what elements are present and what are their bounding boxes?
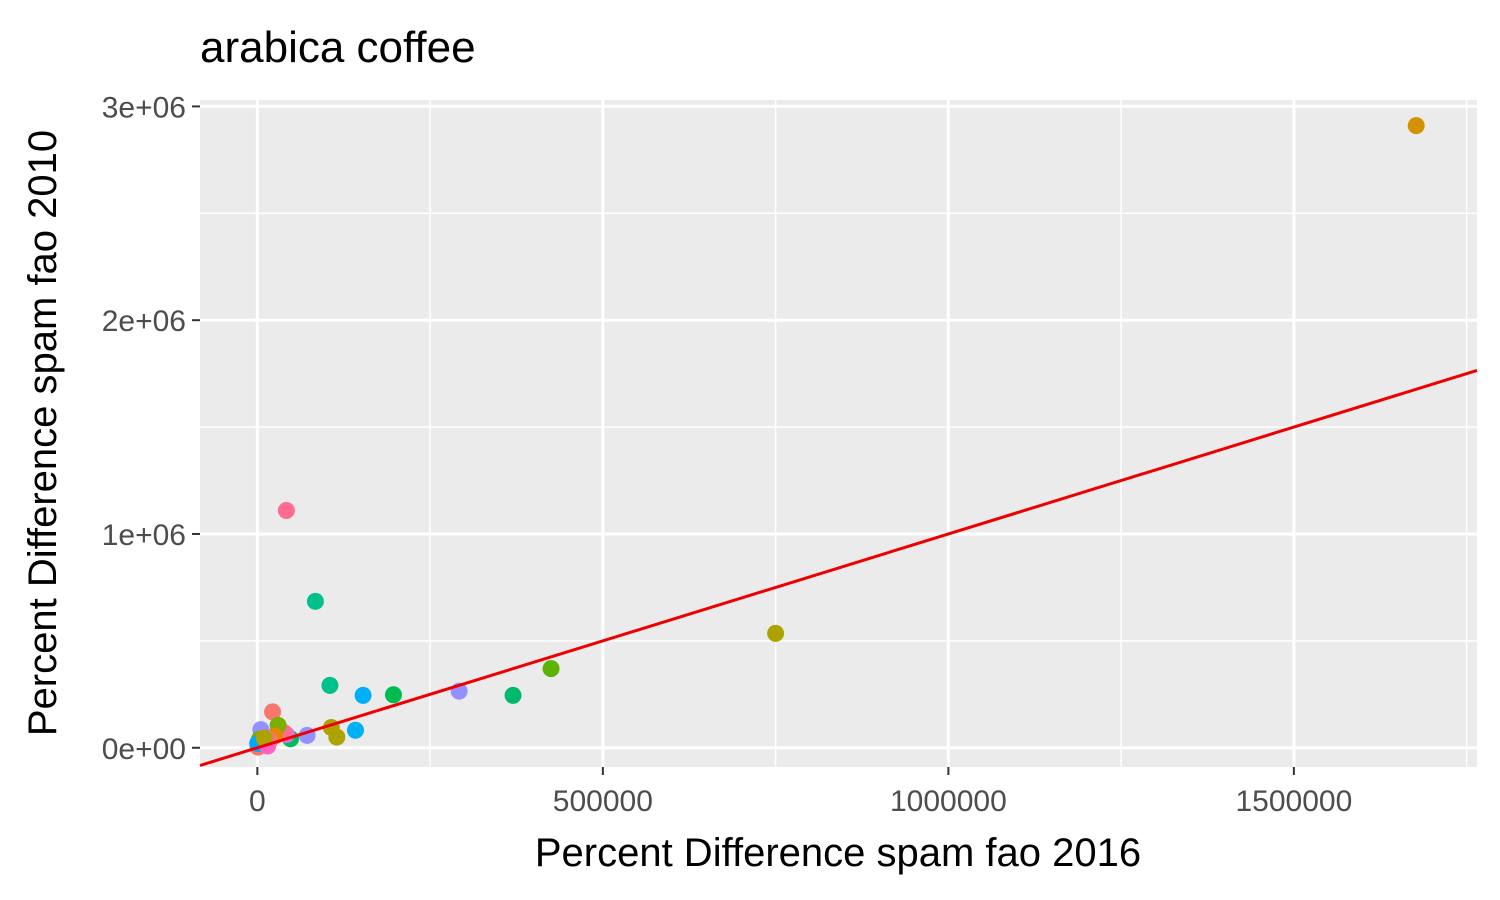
data-point — [321, 676, 339, 694]
data-point — [542, 660, 560, 678]
reference-line-group — [199, 369, 1478, 767]
data-point — [346, 721, 364, 739]
x-tick-label: 1000000 — [890, 785, 1007, 818]
reference-line — [199, 369, 1478, 767]
data-point — [1407, 117, 1425, 135]
y-tick-label: 0e+00 — [102, 733, 186, 766]
data-points — [249, 117, 1425, 756]
data-point — [504, 686, 522, 704]
plot-panel — [200, 100, 1477, 767]
chart-title: arabica coffee — [200, 23, 476, 72]
y-axis: 0e+00 1e+06 2e+06 3e+06 — [102, 91, 200, 766]
data-point — [384, 686, 402, 704]
x-axis-title: Percent Difference spam fao 2016 — [535, 831, 1141, 875]
y-tick-label: 2e+06 — [102, 305, 186, 338]
x-tick-label: 0 — [249, 785, 266, 818]
x-axis: 0 500000 1000000 1500000 — [249, 767, 1352, 818]
y-axis-title: Percent Difference spam fao 2010 — [21, 130, 65, 736]
data-point — [264, 703, 282, 721]
data-point — [354, 686, 372, 704]
y-tick-label: 3e+06 — [102, 91, 186, 124]
data-point — [255, 729, 273, 747]
x-tick-label: 1500000 — [1235, 785, 1352, 818]
minor-gridlines — [200, 100, 1477, 767]
data-point — [306, 592, 324, 610]
data-point — [277, 501, 295, 519]
data-point — [767, 624, 785, 642]
major-gridlines — [200, 100, 1477, 767]
x-tick-label: 500000 — [553, 785, 653, 818]
y-tick-label: 1e+06 — [102, 519, 186, 552]
